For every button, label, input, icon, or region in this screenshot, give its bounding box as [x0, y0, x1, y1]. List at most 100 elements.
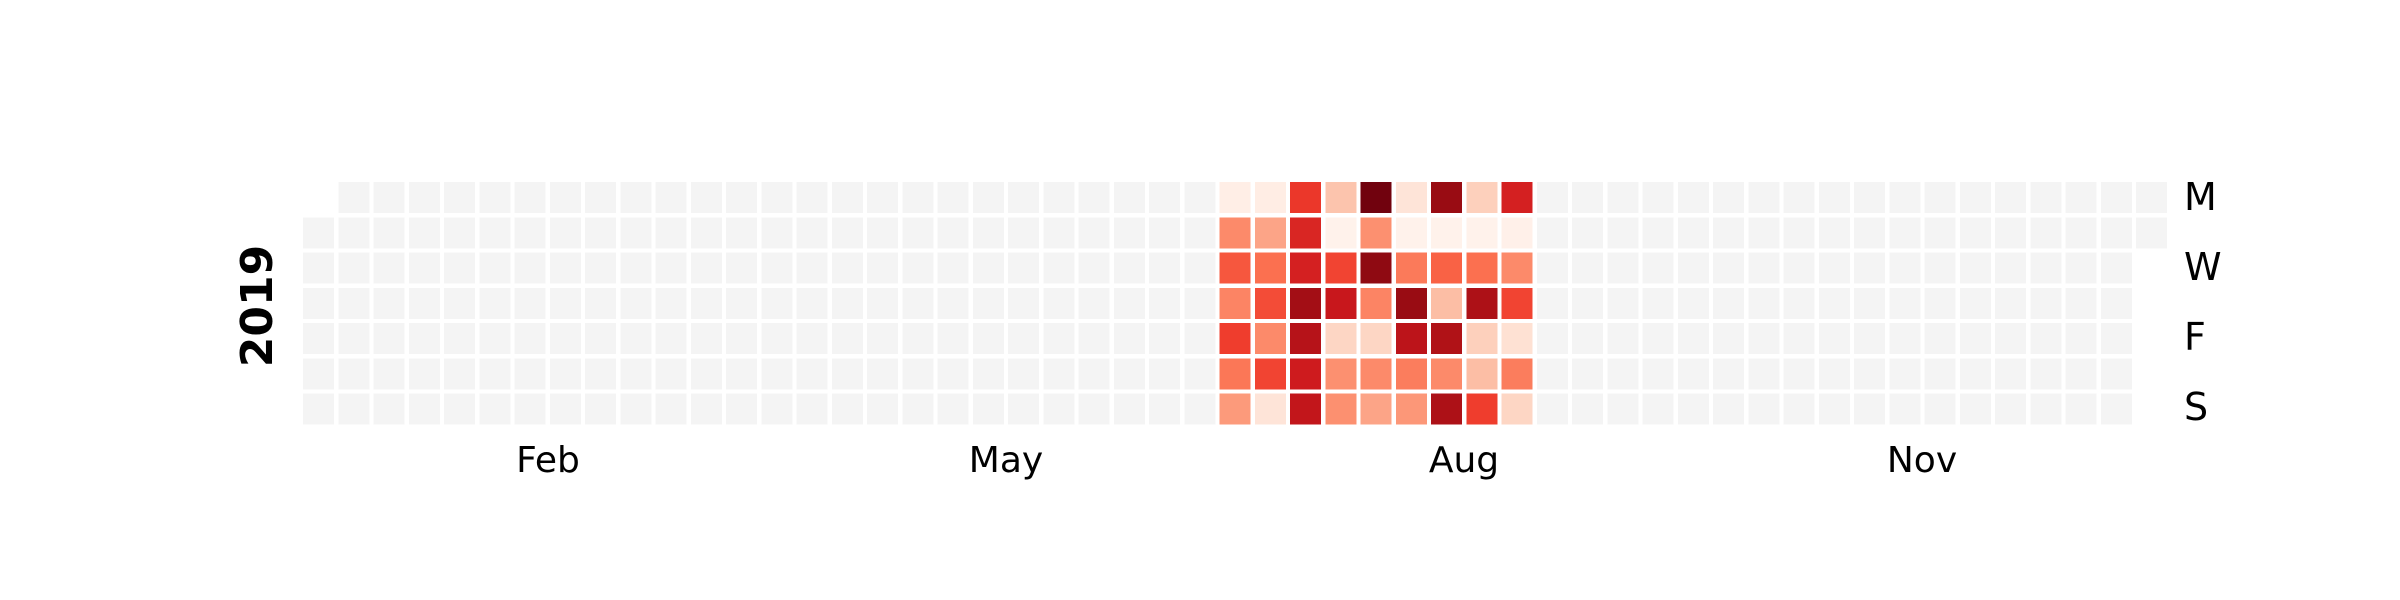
heatmap-cell: [514, 217, 546, 249]
heatmap-cell: [2100, 287, 2132, 319]
heatmap-cell: [620, 358, 652, 390]
heatmap-cell: [1466, 358, 1498, 390]
day-labels: M W F S: [2184, 175, 2222, 429]
heatmap-cell: [1254, 217, 1286, 249]
heatmap-cell: [1501, 182, 1533, 213]
heatmap-cell: [1713, 182, 1744, 213]
heatmap-cell: [1325, 358, 1357, 390]
heatmap-cell: [690, 393, 722, 425]
heatmap-cell: [1078, 287, 1110, 319]
heatmap-cell: [1924, 287, 1956, 319]
heatmap-cell: [1290, 252, 1321, 284]
heatmap-cell: [1008, 182, 1039, 213]
heatmap-cell: [1607, 182, 1639, 213]
heatmap-cell: [1783, 217, 1815, 249]
month-labels: Feb May Aug Nov: [516, 440, 1957, 481]
heatmap-cell: [620, 393, 652, 425]
heatmap-cell: [1854, 217, 1885, 249]
heatmap-cell: [1008, 217, 1039, 249]
heatmap-cell: [1113, 358, 1145, 390]
heatmap-cell: [937, 358, 969, 390]
heatmap-cell: [1536, 182, 1568, 213]
heatmap-cell: [1783, 182, 1815, 213]
heatmap-cell: [1572, 217, 1603, 249]
heatmap-cell: [937, 252, 969, 284]
heatmap-cell: [1043, 182, 1075, 213]
heatmap-cell: [1360, 182, 1392, 213]
heatmap-cell: [1184, 323, 1216, 354]
heatmap-cell: [479, 358, 511, 390]
heatmap-cell: [972, 217, 1004, 249]
heatmap-cell: [1360, 323, 1392, 354]
heatmap-cell: [585, 217, 616, 249]
heatmap-cell: [1924, 393, 1956, 425]
heatmap-cell: [1431, 323, 1462, 354]
heatmap-cell: [1995, 358, 2026, 390]
heatmap-cell: [1184, 393, 1216, 425]
heatmap-cell: [1748, 358, 1780, 390]
heatmap-cell: [549, 393, 581, 425]
heatmap-cell: [338, 287, 370, 319]
heatmap-cell: [761, 217, 793, 249]
heatmap-cell: [1113, 182, 1145, 213]
heatmap-cell: [1959, 323, 1991, 354]
heatmap-cell: [831, 393, 863, 425]
day-label-m: M: [2184, 175, 2217, 219]
heatmap-cell: [1572, 252, 1603, 284]
heatmap-cell: [1642, 182, 1674, 213]
heatmap-cell: [1995, 182, 2026, 213]
heatmap-cell: [1713, 358, 1744, 390]
heatmap-cell: [690, 323, 722, 354]
heatmap-cell: [1783, 287, 1815, 319]
heatmap-cell: [867, 393, 898, 425]
heatmap-cell: [1677, 182, 1709, 213]
heatmap-cell: [549, 287, 581, 319]
heatmap-cell: [1959, 358, 1991, 390]
heatmap-cell: [1395, 217, 1427, 249]
heatmap-cell: [1395, 358, 1427, 390]
heatmap-cell: [1677, 252, 1709, 284]
heatmap-cell: [726, 252, 757, 284]
heatmap-cell: [1607, 323, 1639, 354]
heatmap-cell: [1395, 182, 1427, 213]
heatmap-cell: [1889, 358, 1921, 390]
heatmap-cell: [444, 323, 475, 354]
heatmap-cell: [1677, 217, 1709, 249]
heatmap-cell: [514, 393, 546, 425]
heatmap-cell: [937, 182, 969, 213]
heatmap-cell: [1536, 252, 1568, 284]
heatmap-cell: [1254, 182, 1286, 213]
heatmap-cell: [655, 358, 687, 390]
heatmap-cell: [1572, 182, 1603, 213]
heatmap-cell: [1854, 182, 1885, 213]
heatmap-cell: [1254, 393, 1286, 425]
heatmap-cell: [1854, 287, 1885, 319]
heatmap-cell: [796, 252, 828, 284]
heatmap-cell: [655, 182, 687, 213]
heatmap-cell: [690, 182, 722, 213]
heatmap-cell: [867, 323, 898, 354]
heatmap-cell: [1607, 217, 1639, 249]
heatmap-cell: [479, 182, 511, 213]
heatmap-cell: [1219, 252, 1251, 284]
heatmap-cell: [972, 287, 1004, 319]
heatmap-cell: [655, 393, 687, 425]
heatmap-cell: [1184, 358, 1216, 390]
heatmap-cell: [1713, 323, 1744, 354]
heatmap-cell: [1113, 393, 1145, 425]
heatmap-cell: [1466, 287, 1498, 319]
heatmap-cell: [2065, 323, 2097, 354]
heatmap-cell: [1959, 393, 1991, 425]
heatmap-cell: [1360, 217, 1392, 249]
heatmap-cell: [2136, 217, 2167, 249]
heatmap-cell: [796, 182, 828, 213]
day-label-f: F: [2184, 315, 2206, 359]
heatmap-cell: [1360, 252, 1392, 284]
heatmap-cell: [902, 323, 934, 354]
heatmap-cell: [479, 252, 511, 284]
heatmap-cell: [373, 358, 405, 390]
heatmap-cell: [1360, 393, 1392, 425]
heatmap-cell: [1748, 217, 1780, 249]
heatmap-cell: [1078, 252, 1110, 284]
heatmap-cell: [1818, 323, 1850, 354]
